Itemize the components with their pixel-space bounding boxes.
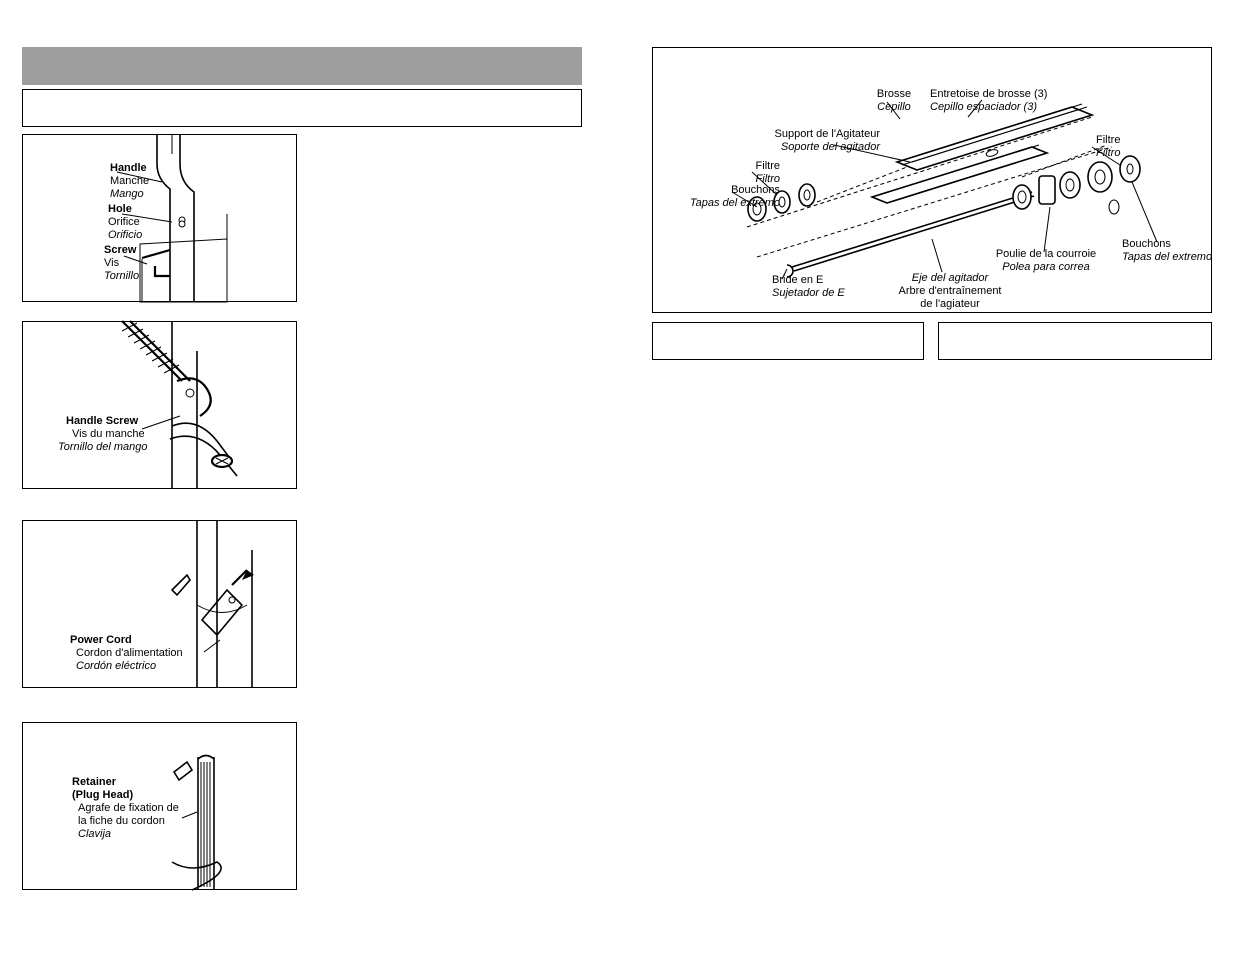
filter-right-label: Filtre Filtro: [1096, 134, 1120, 160]
shaft-label: Eje del agitador Arbre d'entraînement de…: [880, 272, 1020, 312]
left-panel-1-art: [22, 134, 297, 302]
shaft-es: Eje del agitador: [880, 272, 1020, 285]
power-cord-fr: Cordon d'alimentation: [76, 647, 183, 660]
cap-left-label: Bouchons Tapas del extremo: [680, 184, 780, 210]
shaft-fr: Arbre d'entraînement: [880, 285, 1020, 298]
filter-left-label: Filtre Filtro: [732, 160, 780, 186]
screw-label-es: Tornillo: [104, 270, 139, 283]
power-cord-en: Power Cord: [70, 634, 132, 647]
left-white-header: [22, 89, 582, 127]
brush-label: Brosse Cepillo: [864, 88, 924, 114]
handle-label-es: Mango: [110, 188, 144, 201]
retainer-fr-1: Agrafe de fixation de: [78, 802, 179, 815]
left-grey-header: [22, 47, 582, 85]
cap-left-fr: Bouchons: [680, 184, 780, 197]
right-empty-box-2: [938, 322, 1212, 360]
pulley-label: Poulie de la courroie Polea para correa: [986, 248, 1106, 274]
filter-right-fr: Filtre: [1096, 134, 1120, 147]
brush-fr: Brosse: [864, 88, 924, 101]
screw-label-fr: Vis: [104, 257, 119, 270]
handle-label-en: Handle: [110, 162, 147, 175]
filter-right-es: Filtro: [1096, 147, 1120, 160]
hole-label-fr: Orifice: [108, 216, 140, 229]
cap-left-es: Tapas del extremo: [680, 197, 780, 210]
support-fr: Support de l'Agitateur: [760, 128, 880, 141]
hole-label-en: Hole: [108, 203, 132, 216]
retainer-fr-2: la fiche du cordon: [78, 815, 165, 828]
left-panel-3-art: [22, 520, 297, 688]
filter-left-fr: Filtre: [732, 160, 780, 173]
eclip-label: Bride en E Sujetador de E: [772, 274, 845, 300]
pulley-fr: Poulie de la courroie: [986, 248, 1106, 261]
brush-es: Cepillo: [864, 101, 924, 114]
support-es: Soporte del agitador: [760, 141, 880, 154]
left-panel-2-art: [22, 321, 297, 489]
retainer-en-1: Retainer: [72, 776, 116, 789]
hole-label-es: Orificio: [108, 229, 142, 242]
cap-right-es: Tapas del extremo: [1122, 251, 1212, 264]
retainer-en-2: (Plug Head): [72, 789, 133, 802]
eclip-fr: Bride en E: [772, 274, 845, 287]
retainer-es: Clavija: [78, 828, 111, 841]
support-label: Support de l'Agitateur Soporte del agita…: [760, 128, 880, 154]
handle-screw-es: Tornillo del mango: [58, 441, 147, 454]
right-empty-box-1: [652, 322, 924, 360]
spacer-es: Cepillo espaciador (3): [930, 101, 1047, 114]
handle-screw-fr: Vis du manche: [72, 428, 145, 441]
cap-right-fr: Bouchons: [1122, 238, 1212, 251]
spacer-label: Entretoise de brosse (3) Cepillo espacia…: [930, 88, 1047, 114]
spacer-fr: Entretoise de brosse (3): [930, 88, 1047, 101]
shaft-fr2: de l'agiateur: [880, 298, 1020, 311]
power-cord-es: Cordón eléctrico: [76, 660, 156, 673]
screw-label-en: Screw: [104, 244, 136, 257]
handle-label-fr: Manche: [110, 175, 149, 188]
cap-right-label: Bouchons Tapas del extremo: [1122, 238, 1212, 264]
eclip-es: Sujetador de E: [772, 287, 845, 300]
handle-screw-en: Handle Screw: [66, 415, 138, 428]
